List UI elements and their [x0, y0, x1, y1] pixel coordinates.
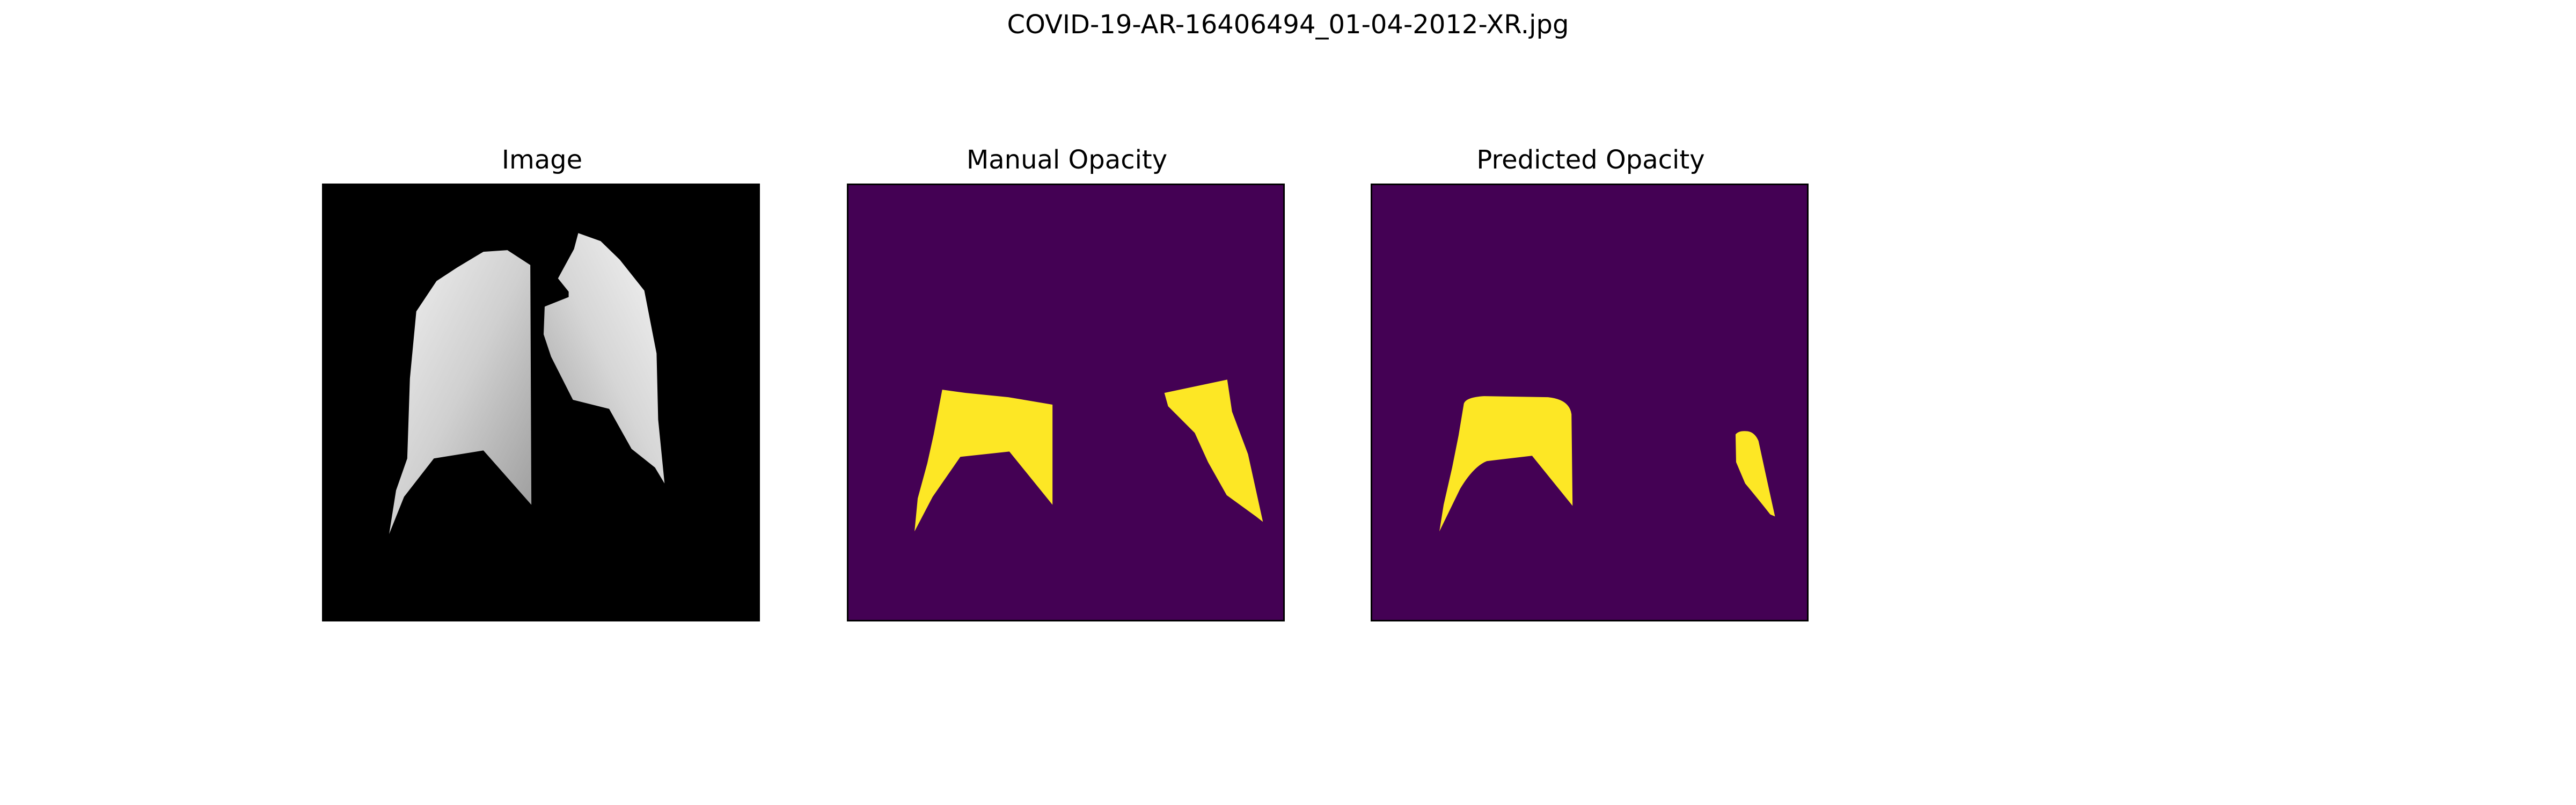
panel-title-image: Image — [501, 145, 583, 175]
manual-right-opacity — [1164, 379, 1263, 522]
panel-title-predicted: Predicted Opacity — [1476, 145, 1705, 175]
figure-title: COVID-19-AR-16406494_01-04-2012-XR.jpg — [1007, 10, 1569, 40]
manual-left-opacity — [914, 390, 1053, 532]
xray-image — [324, 185, 758, 620]
manual-mask — [848, 185, 1283, 620]
predicted-opacity-panel — [1371, 184, 1809, 621]
manual-opacity-panel — [847, 184, 1285, 621]
left-lung — [389, 250, 532, 535]
predicted-mask — [1372, 185, 1807, 620]
predicted-right-opacity — [1735, 431, 1775, 517]
right-lung — [543, 233, 665, 484]
image-background — [324, 185, 758, 620]
panel-title-manual: Manual Opacity — [966, 145, 1168, 175]
predicted-left-opacity — [1439, 396, 1573, 532]
image-panel — [322, 184, 760, 621]
mask-background — [1372, 185, 1807, 620]
